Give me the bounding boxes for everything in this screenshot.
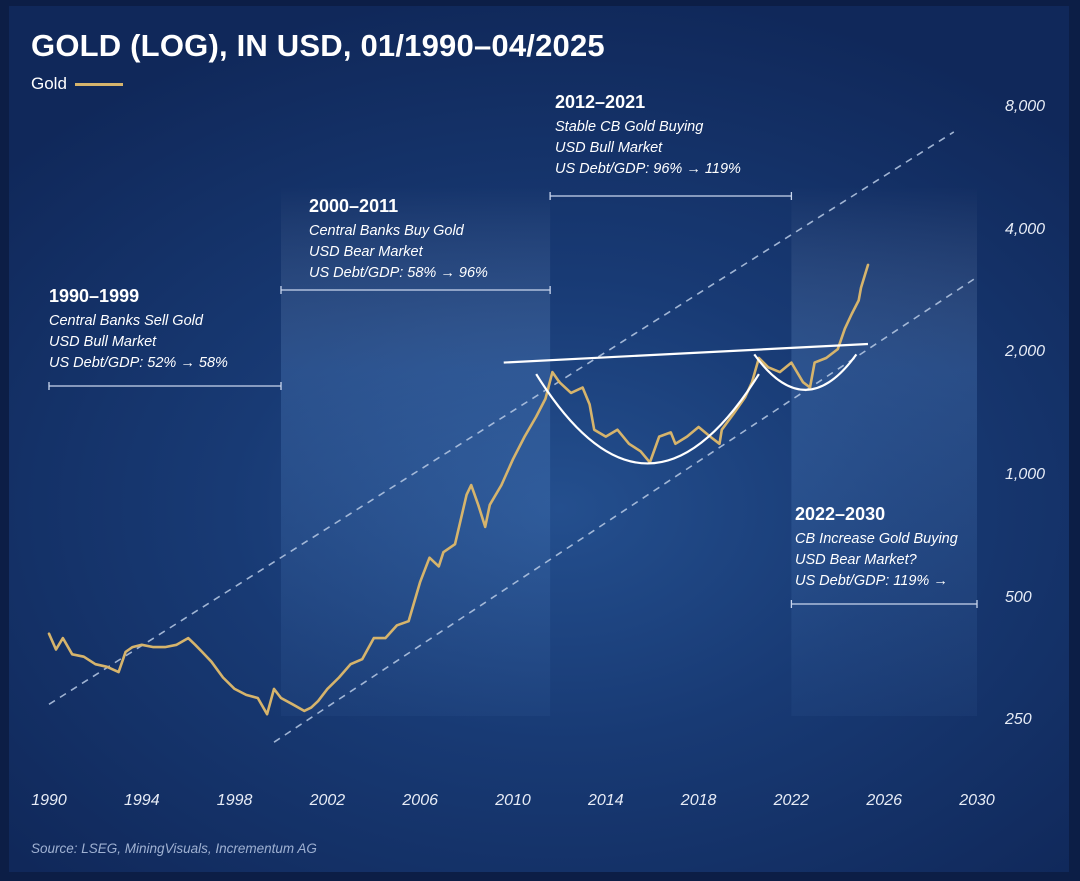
y-tick-label: 8,000 bbox=[1005, 98, 1046, 116]
period-2022-2030: 2022–2030 CB Increase Gold Buying USD Be… bbox=[795, 504, 958, 592]
y-tick-label: 4,000 bbox=[1005, 220, 1046, 238]
period-1990-1999: 1990–1999 Central Banks Sell Gold USD Bu… bbox=[49, 286, 228, 374]
period-line: US Debt/GDP: 96% → 119% bbox=[555, 161, 741, 177]
legend-label: Gold bbox=[31, 74, 67, 93]
chart-title: GOLD (LOG), IN USD, 01/1990–04/2025 bbox=[31, 28, 605, 63]
period-2012-2021: 2012–2021 Stable CB Gold Buying USD Bull… bbox=[555, 92, 741, 180]
x-tick-label: 2010 bbox=[495, 792, 531, 809]
x-tick-label: 2002 bbox=[309, 792, 346, 809]
period-line: USD Bear Market? bbox=[795, 552, 917, 568]
y-tick-label: 250 bbox=[1005, 711, 1032, 729]
channel-lower-line bbox=[273, 276, 978, 743]
period-band bbox=[281, 186, 551, 716]
source-note: Source: LSEG, MiningVisuals, Incrementum… bbox=[31, 841, 317, 856]
period-line: USD Bear Market bbox=[309, 244, 423, 260]
x-tick-label: 1998 bbox=[216, 792, 253, 809]
period-label: 2022–2030 bbox=[795, 504, 886, 524]
period-band bbox=[791, 186, 977, 716]
period-line: Central Banks Sell Gold bbox=[49, 313, 203, 329]
period-line: USD Bull Market bbox=[49, 334, 157, 350]
x-tick-label: 2026 bbox=[866, 792, 902, 809]
period-label: 1990–1999 bbox=[49, 286, 140, 306]
handle-arc bbox=[753, 353, 858, 391]
channel-upper-line bbox=[48, 131, 955, 705]
period-2000-2011: 2000–2011 Central Banks Buy Gold USD Bea… bbox=[309, 196, 488, 284]
x-tick-label: 1994 bbox=[124, 792, 160, 809]
period-line: Central Banks Buy Gold bbox=[309, 223, 464, 239]
period-line: US Debt/GDP: 58% → 96% bbox=[309, 265, 488, 281]
period-line: CB Increase Gold Buying bbox=[795, 531, 958, 547]
y-tick-label: 500 bbox=[1005, 588, 1032, 606]
cup-arc bbox=[535, 373, 760, 465]
chart-card: GOLD (LOG), IN USD, 01/1990–04/2025 Gold… bbox=[9, 6, 1069, 872]
x-tick-label: 2018 bbox=[680, 792, 717, 809]
period-line: Stable CB Gold Buying bbox=[555, 119, 704, 135]
x-tick-label: 2022 bbox=[773, 792, 810, 809]
period-line: USD Bull Market bbox=[555, 140, 663, 156]
period-line: US Debt/GDP: 52% → 58% bbox=[49, 355, 228, 371]
legend: Gold bbox=[31, 74, 123, 94]
resistance-line bbox=[503, 342, 869, 364]
x-tick-label: 2014 bbox=[588, 792, 624, 809]
period-label: 2000–2011 bbox=[309, 196, 399, 216]
y-tick-label: 2,000 bbox=[1005, 343, 1046, 361]
x-tick-label: 2030 bbox=[959, 792, 995, 809]
x-tick-label: 2006 bbox=[402, 792, 438, 809]
period-label: 2012–2021 bbox=[555, 92, 646, 112]
legend-swatch bbox=[74, 82, 123, 86]
chart-canvas bbox=[47, 131, 978, 743]
x-tick-label: 1990 bbox=[31, 792, 67, 809]
period-line: US Debt/GDP: 119% → bbox=[795, 573, 948, 589]
y-tick-label: 1,000 bbox=[1005, 466, 1046, 484]
